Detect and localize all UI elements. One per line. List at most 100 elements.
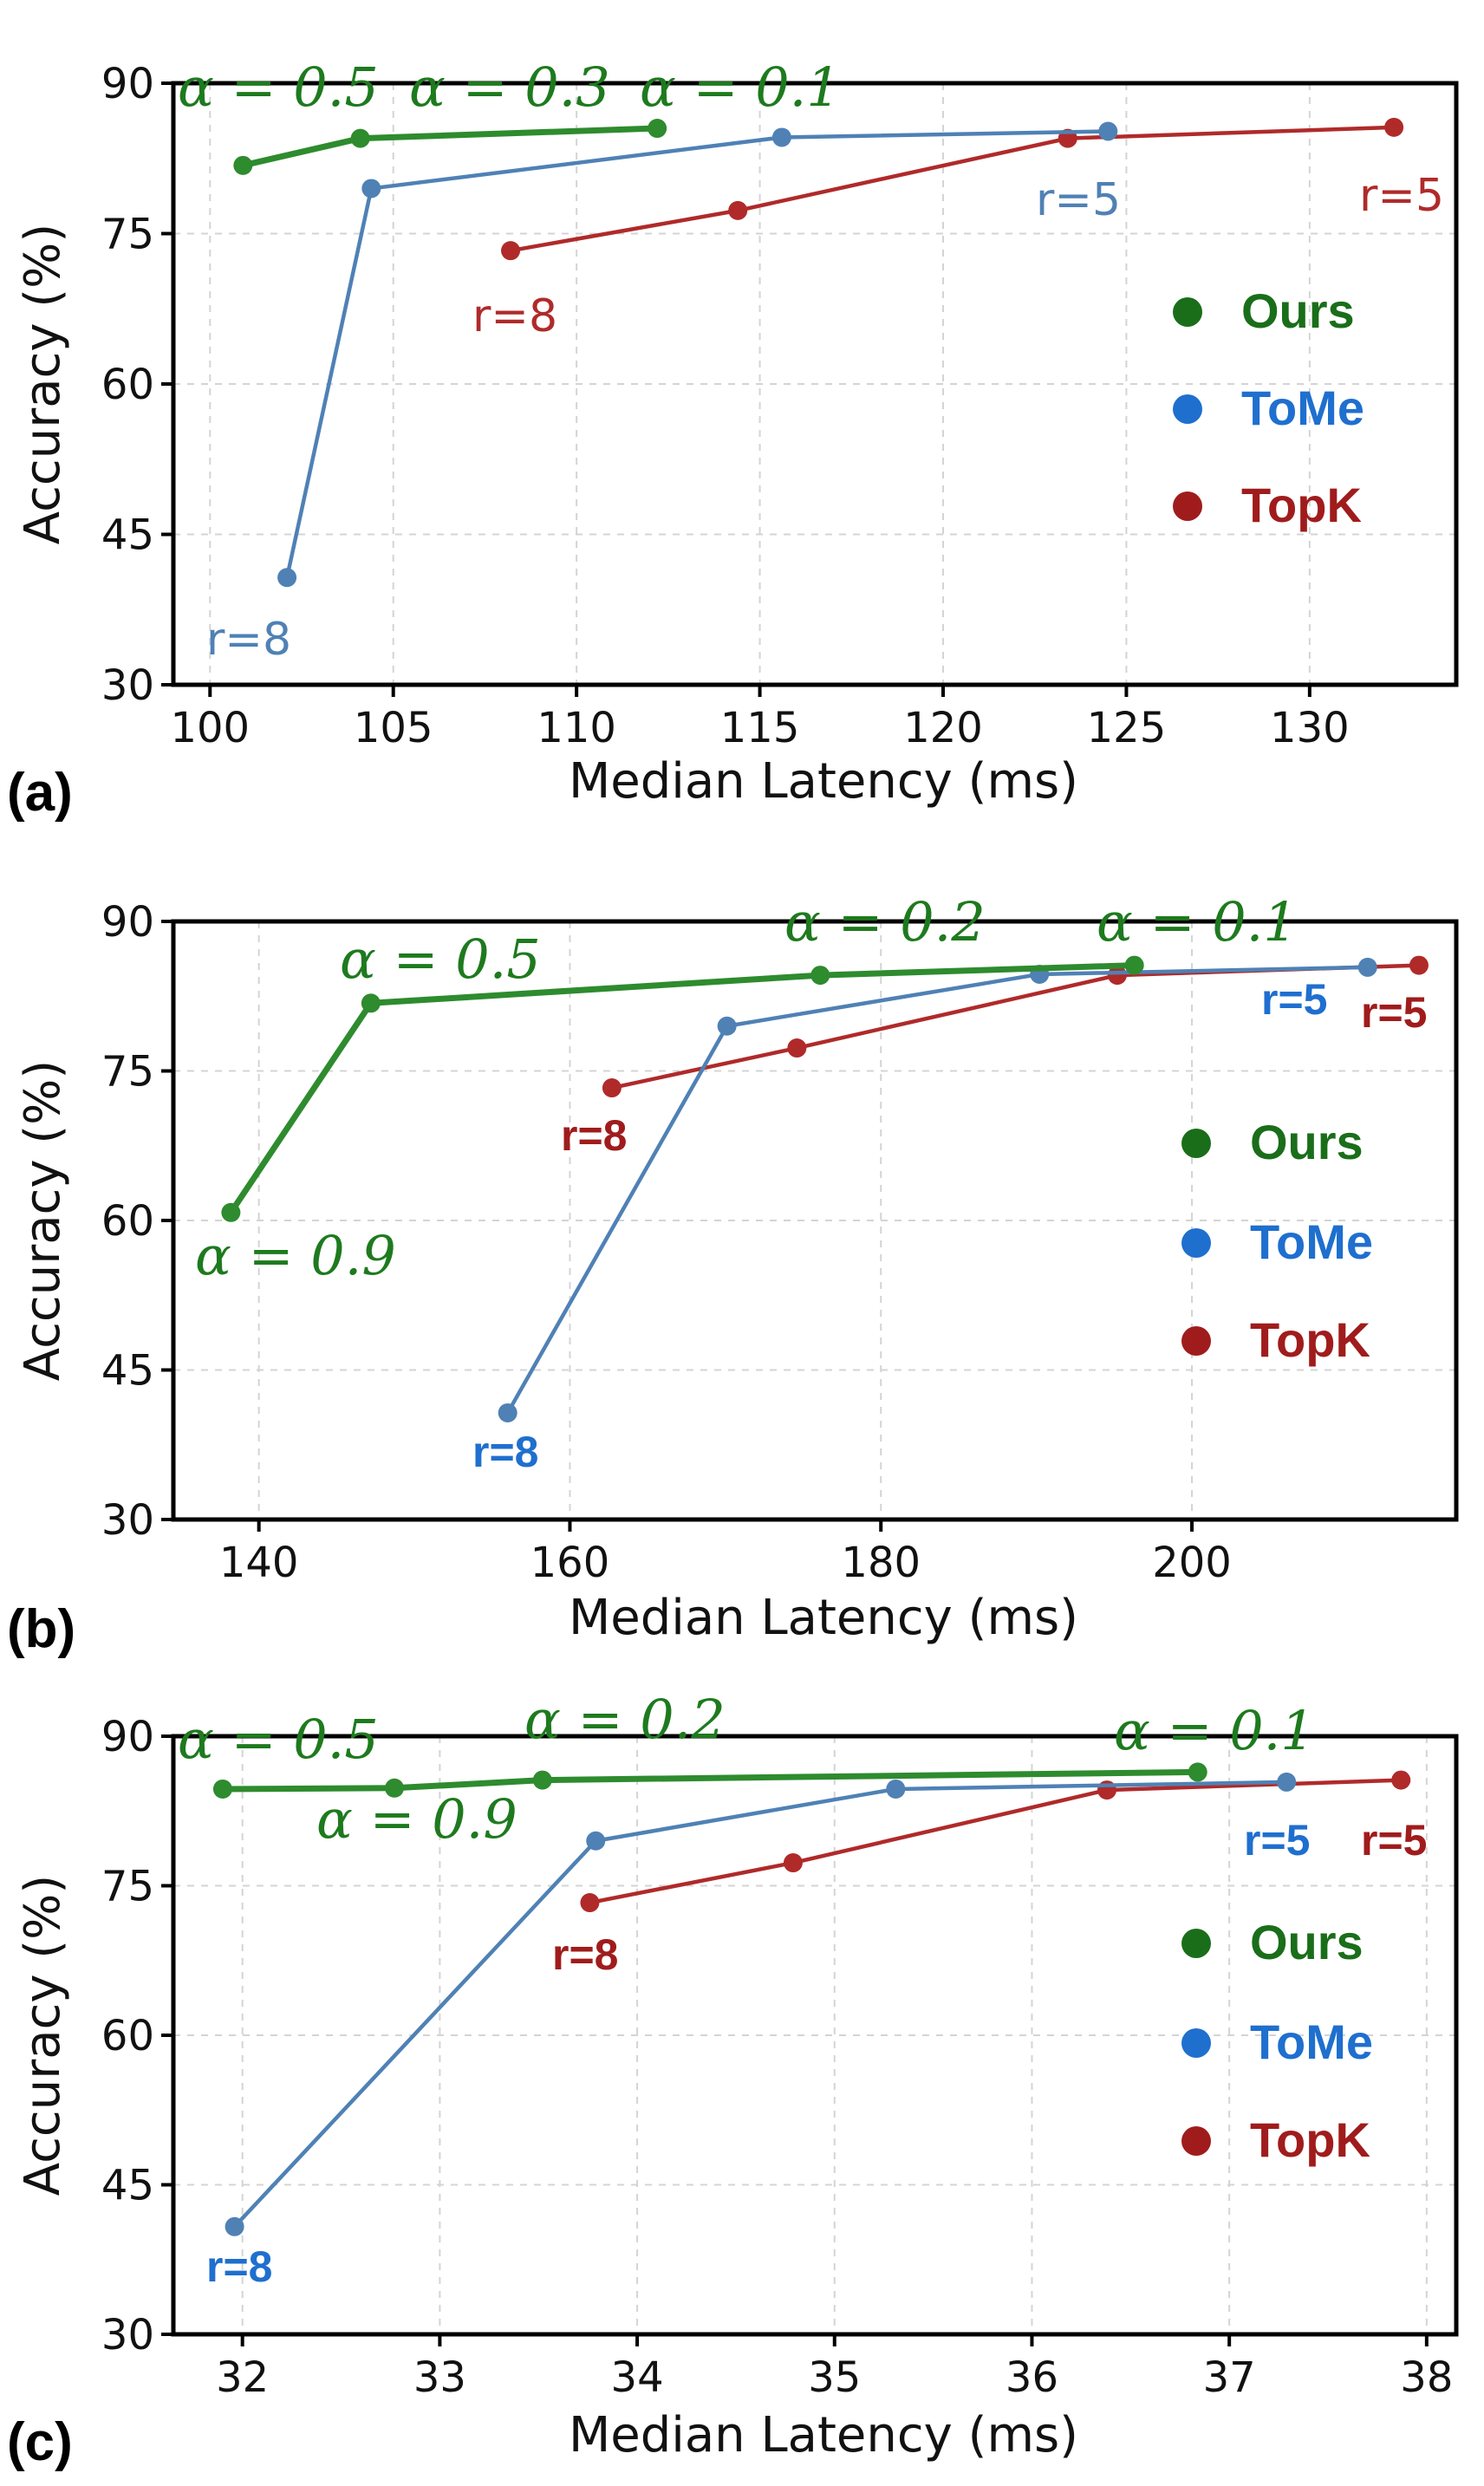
data-point-ours <box>221 1202 241 1222</box>
annotation-label: r=8 <box>206 2242 272 2291</box>
x-tick-label: 180 <box>841 1539 921 1587</box>
legend-label-tome: ToMe <box>1250 2014 1373 2069</box>
legend-label-topk: TopK <box>1250 1312 1370 1367</box>
data-point-topk <box>1391 1770 1411 1790</box>
data-point-topk <box>580 1893 600 1913</box>
annotation-label: α = 0.9 <box>316 1787 517 1851</box>
data-point-topk <box>1107 966 1127 986</box>
x-axis-title: Median Latency (ms) <box>569 2407 1078 2463</box>
legend-label-ours: Ours <box>1250 1915 1364 1969</box>
annotation-label: α = 0.2 <box>524 1688 726 1751</box>
legend-marker-topk <box>1173 491 1202 521</box>
annotation-label: r=5 <box>1036 174 1121 226</box>
panel-label: (c) <box>7 2412 73 2472</box>
annotation-label: α = 0.1 <box>640 55 841 119</box>
annotation-label: α = 0.5 <box>178 55 379 119</box>
series-line-tome <box>505 965 1368 1415</box>
series-line-topk <box>589 1778 1402 1905</box>
annotation-label: r=8 <box>552 1930 618 1979</box>
legend-marker-ours <box>1181 1129 1211 1158</box>
data-point-ours <box>361 993 381 1013</box>
legend-marker-ours <box>1173 297 1202 327</box>
panel-b: 140 160 180 200 30 45 60 75 90 Median Latency (ms… <box>7 890 1459 1659</box>
data-point-tome <box>277 568 297 588</box>
series-line-topk <box>510 125 1395 253</box>
data-point-tome <box>498 1402 517 1422</box>
legend-label-ours: Ours <box>1241 283 1355 338</box>
legend-label-tome: ToMe <box>1250 1214 1373 1269</box>
data-point-tome <box>771 127 791 147</box>
annotation-label: r=8 <box>206 614 291 666</box>
data-point-topk <box>501 241 521 261</box>
data-point-topk <box>602 1078 622 1098</box>
data-point-tome <box>886 1779 906 1799</box>
legend-marker-ours <box>1181 1929 1211 1958</box>
x-tick-label: 100 <box>170 704 250 752</box>
legend-label-topk: TopK <box>1241 478 1362 532</box>
x-tick-label: 34 <box>611 2353 664 2402</box>
legend-label-ours: Ours <box>1250 1115 1364 1169</box>
y-axis-title: Accuracy (%) <box>15 1875 71 2196</box>
data-point-ours <box>350 128 370 148</box>
annotation-label: r=5 <box>1361 988 1427 1037</box>
data-point-ours <box>1124 955 1144 975</box>
annotation-label: r=8 <box>561 1111 627 1160</box>
series-line-ours <box>228 962 1135 1214</box>
x-tick-label: 110 <box>537 704 616 752</box>
data-point-ours <box>233 155 253 175</box>
series-line-tome <box>284 129 1109 578</box>
series-line-ours <box>222 1768 1198 1793</box>
annotation-label: α = 0.2 <box>784 890 986 953</box>
x-tick-label: 130 <box>1270 704 1350 752</box>
data-point-tome <box>361 179 381 198</box>
x-tick-label: 160 <box>530 1539 610 1587</box>
x-tick-label: 140 <box>219 1539 299 1587</box>
annotation-label: r=5 <box>1359 170 1444 222</box>
data-point-topk <box>787 1038 807 1058</box>
annotation-label: r=8 <box>472 290 557 342</box>
annotation-label: α = 0.5 <box>178 1708 379 1771</box>
data-point-ours <box>1188 1762 1207 1782</box>
y-axis-title: Accuracy (%) <box>15 224 71 544</box>
y-tick-label: 60 <box>101 361 154 409</box>
y-axis-title: Accuracy (%) <box>15 1060 71 1381</box>
annotation-label: r=5 <box>1244 1816 1310 1864</box>
data-point-tome <box>1098 121 1118 141</box>
y-tick-label: 90 <box>101 898 154 947</box>
annotation-label: r=5 <box>1261 975 1327 1024</box>
y-tick-label: 60 <box>101 1197 154 1246</box>
data-point-tome <box>586 1831 606 1851</box>
x-axis-title: Median Latency (ms) <box>569 1590 1078 1646</box>
x-tick-label: 35 <box>808 2353 861 2402</box>
data-point-tome <box>717 1016 737 1036</box>
legend-marker-topk <box>1181 1326 1211 1356</box>
data-point-ours <box>385 1778 405 1798</box>
legend-marker-tome <box>1181 2028 1211 2058</box>
panel-label: (b) <box>7 1599 75 1659</box>
annotation-label: r=8 <box>472 1428 538 1476</box>
annotation-label: α = 0.9 <box>195 1224 396 1287</box>
x-tick-label: 115 <box>720 704 800 752</box>
x-tick-label: 38 <box>1400 2353 1453 2402</box>
data-point-ours <box>212 1779 232 1799</box>
data-point-ours <box>648 119 667 139</box>
x-tick-label: 32 <box>216 2353 269 2402</box>
annotation-label: r=5 <box>1361 1816 1427 1864</box>
legend-marker-topk <box>1181 2126 1211 2156</box>
y-tick-label: 75 <box>101 1863 154 1911</box>
x-tick-label: 200 <box>1152 1539 1232 1587</box>
data-point-topk <box>1384 117 1404 137</box>
data-point-tome <box>225 2216 244 2236</box>
data-point-ours <box>532 1770 552 1790</box>
annotation-label: α = 0.1 <box>1097 890 1298 953</box>
legend-label-topk: TopK <box>1250 2112 1370 2167</box>
x-tick-label: 37 <box>1203 2353 1256 2402</box>
legend-marker-tome <box>1181 1228 1211 1258</box>
data-point-tome <box>1277 1772 1297 1792</box>
y-tick-label: 75 <box>101 1048 154 1097</box>
y-tick-label: 30 <box>101 1496 154 1545</box>
y-tick-label: 60 <box>101 2012 154 2060</box>
y-tick-label: 90 <box>101 1713 154 1761</box>
x-tick-label: 105 <box>354 704 433 752</box>
